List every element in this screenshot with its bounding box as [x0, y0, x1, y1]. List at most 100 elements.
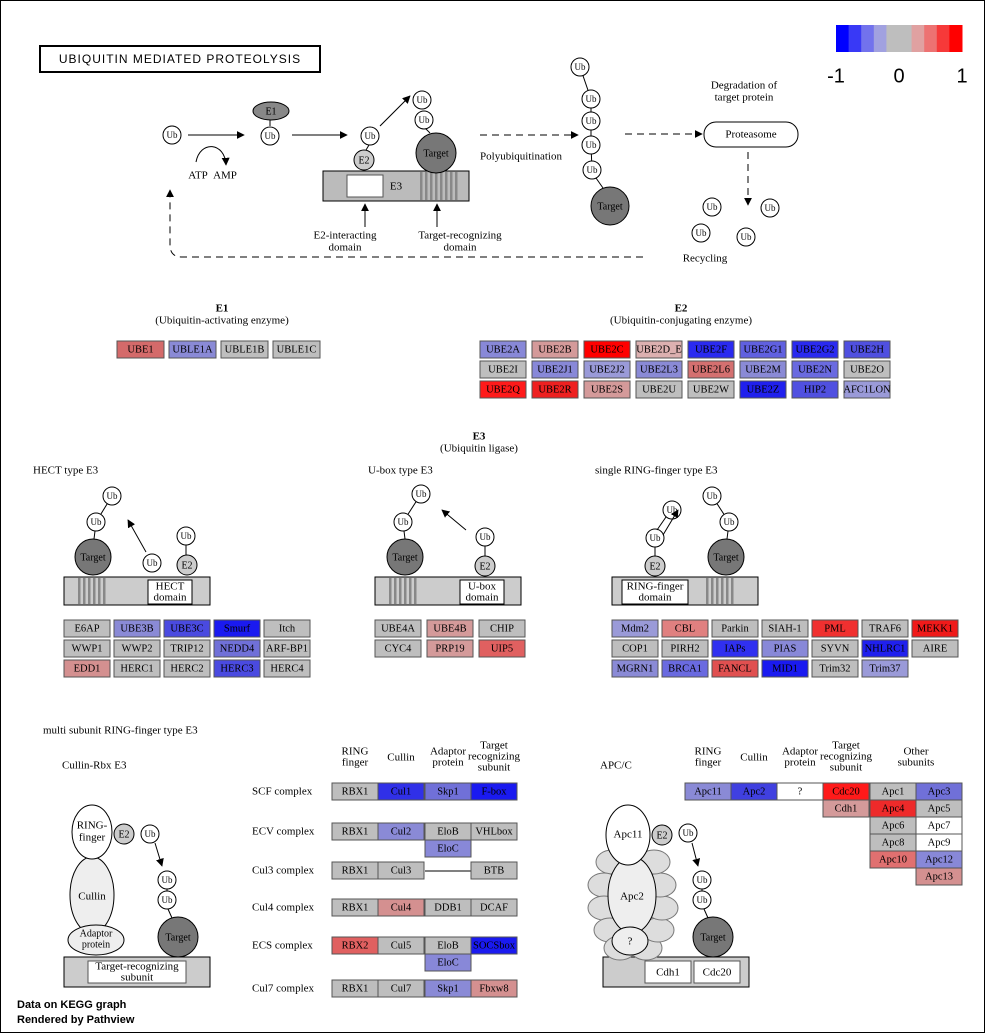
gene-box [213, 619, 261, 638]
stripe [409, 578, 412, 604]
label: Cullin [387, 752, 415, 764]
gene-label: BRCA1 [668, 663, 702, 674]
gene-box [635, 360, 683, 379]
gene-box [911, 619, 959, 638]
gene-label: F-box [481, 786, 507, 797]
label: Cul7 complex [252, 983, 315, 995]
gene: UBE2B [531, 340, 579, 359]
gene: IAPs [711, 639, 759, 658]
label: domain [329, 242, 362, 254]
gene-label: MEKK1 [917, 623, 953, 634]
gene-box [478, 639, 526, 658]
gene-label: UBLE1B [225, 344, 265, 355]
stripe [425, 172, 428, 200]
gene-box [661, 619, 709, 638]
gene-label: UBE2Q [486, 384, 520, 395]
label: Target [700, 932, 725, 943]
connector [379, 95, 411, 127]
label: Polyubiquitination [480, 151, 562, 163]
gene-box [263, 639, 311, 658]
label: E2 [649, 561, 660, 572]
gene-box [531, 360, 579, 379]
stripe [93, 578, 96, 604]
gene-label: Smurf [224, 623, 251, 634]
gene-box [761, 639, 809, 658]
gene: HERC3 [213, 659, 261, 678]
gene-label: Cul7 [391, 983, 411, 994]
stripe [450, 172, 453, 200]
gene-label: UBLE1C [277, 344, 317, 355]
target [707, 538, 745, 576]
gene-box [470, 936, 518, 955]
label: subunit [478, 762, 510, 774]
gene: Cdc20 [822, 782, 870, 801]
legend-swatch [899, 25, 913, 52]
gene-box [470, 979, 518, 998]
label: Adaptor [782, 746, 818, 758]
gene-box [611, 639, 659, 658]
label: E2 [675, 303, 688, 315]
label: Target [80, 552, 105, 563]
label: E2 [479, 561, 490, 572]
label: Other [903, 746, 928, 758]
ubiquitin [736, 227, 756, 247]
label: Target [392, 552, 417, 563]
gene-label: WWP1 [72, 643, 103, 654]
gene-label: Apc2 [743, 786, 766, 797]
ubiquitin [645, 528, 665, 548]
gene: ? [776, 782, 824, 801]
label: APC/C [600, 760, 632, 772]
gene-label: SIAH-1 [768, 623, 801, 634]
gene-label: UBE2L3 [640, 364, 678, 375]
gene-box [213, 639, 261, 658]
gene-label: UBE1 [127, 344, 153, 355]
gene: Cul1 [377, 782, 425, 801]
label: Ub [707, 491, 718, 501]
label: E2-interacting [314, 230, 377, 242]
gene-label: Apc4 [882, 803, 905, 814]
gene-box [377, 861, 425, 880]
gene-box [711, 639, 759, 658]
label: Cdh1 [656, 967, 680, 979]
label: Ub [416, 489, 427, 499]
gene: Cul4 [377, 898, 425, 917]
gene-box [213, 659, 261, 678]
footer: Rendered by Pathview [17, 1014, 135, 1026]
gene-label: PIRH2 [670, 643, 699, 654]
gene-box [63, 659, 111, 678]
label: (Ubiquitin-activating enzyme) [155, 315, 289, 327]
gene-box [661, 639, 709, 658]
gene-label: HERC3 [220, 663, 253, 674]
gene: Parkin [711, 619, 759, 638]
gene: EloB [424, 936, 472, 955]
gene: DDB1 [424, 898, 472, 917]
gene: EloB [424, 822, 472, 841]
label: Ub [147, 558, 158, 568]
legend-swatch [911, 25, 925, 52]
label: Ub [586, 94, 597, 104]
gene: UBE2W [687, 380, 735, 399]
gene-box [479, 360, 527, 379]
label: U-box [468, 581, 497, 593]
connector [154, 842, 164, 867]
gene: NHLRC1 [861, 639, 909, 658]
ubiquitin [86, 512, 106, 532]
gene: Apc6 [869, 816, 917, 835]
gene-label: Apc8 [882, 837, 905, 848]
ubiquitin [260, 126, 280, 146]
label: Proteasome [725, 129, 776, 141]
gene: UBE2L3 [635, 360, 683, 379]
target [415, 132, 457, 174]
label: subunit [121, 972, 153, 984]
gene-label: RBX1 [342, 786, 369, 797]
gene-label: E6AP [74, 623, 99, 634]
gene: Skp1 [424, 782, 472, 801]
gene: UBE4B [426, 619, 474, 638]
gene-label: Itch [279, 623, 296, 634]
gene-label: UBE2S [591, 384, 623, 395]
ubiquitin [412, 90, 432, 110]
gene-label: UBE4A [381, 623, 415, 634]
label: Ub [167, 130, 178, 140]
ubiquitin [691, 223, 711, 243]
gene-label: SOCSbox [473, 940, 516, 951]
